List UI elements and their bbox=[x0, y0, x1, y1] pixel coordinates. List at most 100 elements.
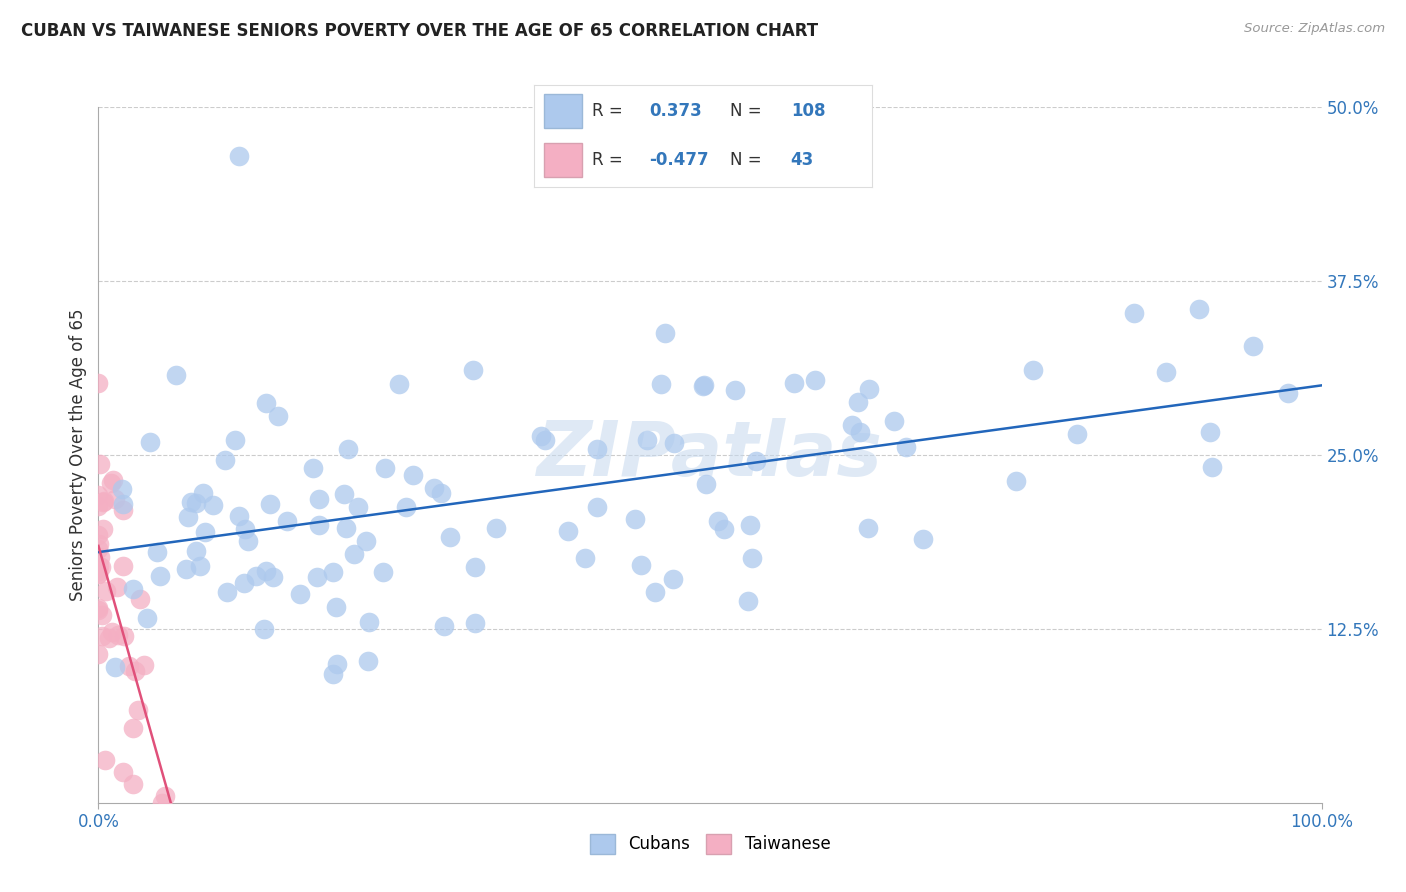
Point bbox=[741, 550, 763, 565]
Point bbox=[740, 518, 762, 533]
Point bbox=[1004, 474, 1026, 488]
Point bbox=[371, 565, 394, 579]
Point bbox=[439, 530, 461, 544]
FancyBboxPatch shape bbox=[544, 94, 582, 128]
Point bbox=[111, 497, 134, 511]
Point bbox=[136, 611, 159, 625]
Point bbox=[1154, 365, 1177, 379]
Point bbox=[150, 796, 173, 810]
Point bbox=[322, 565, 344, 579]
Point bbox=[662, 572, 685, 586]
Point bbox=[354, 533, 377, 548]
Point bbox=[180, 495, 202, 509]
Point bbox=[356, 654, 378, 668]
Point bbox=[288, 587, 311, 601]
Point bbox=[224, 433, 246, 447]
Point bbox=[145, 544, 167, 558]
Point bbox=[423, 481, 446, 495]
Point bbox=[253, 622, 276, 636]
Point bbox=[188, 559, 211, 574]
Point bbox=[804, 373, 827, 387]
Point bbox=[87, 558, 110, 573]
Point bbox=[1122, 306, 1144, 320]
Point bbox=[112, 629, 135, 643]
Point bbox=[259, 497, 281, 511]
Point bbox=[1188, 302, 1211, 317]
Point bbox=[395, 500, 418, 514]
Point bbox=[87, 536, 110, 550]
Point bbox=[174, 562, 197, 576]
Point bbox=[87, 488, 110, 502]
Point bbox=[302, 460, 325, 475]
Point bbox=[245, 569, 267, 583]
Y-axis label: Seniors Poverty Over the Age of 65: Seniors Poverty Over the Age of 65 bbox=[69, 309, 87, 601]
Point bbox=[101, 625, 124, 640]
Point bbox=[530, 428, 553, 442]
Point bbox=[624, 512, 647, 526]
Point bbox=[186, 543, 208, 558]
Point bbox=[464, 559, 486, 574]
Point bbox=[737, 593, 759, 607]
Point bbox=[129, 591, 152, 606]
Point bbox=[692, 379, 714, 393]
Text: R =: R = bbox=[592, 102, 627, 120]
Point bbox=[87, 603, 110, 617]
Point bbox=[89, 549, 111, 564]
Point bbox=[388, 376, 411, 391]
Point bbox=[93, 494, 115, 508]
Point bbox=[149, 569, 172, 583]
Point bbox=[111, 503, 134, 517]
Point bbox=[883, 414, 905, 428]
Point bbox=[308, 517, 330, 532]
Point bbox=[132, 657, 155, 672]
Text: 43: 43 bbox=[790, 151, 814, 169]
Point bbox=[461, 363, 484, 377]
Point bbox=[585, 500, 607, 514]
Point bbox=[104, 660, 127, 674]
Point bbox=[90, 629, 112, 643]
Point bbox=[94, 584, 117, 599]
Point bbox=[841, 417, 863, 432]
Point bbox=[896, 440, 918, 454]
Point bbox=[586, 442, 609, 456]
Point bbox=[191, 485, 214, 500]
Point bbox=[332, 487, 354, 501]
Point bbox=[254, 396, 277, 410]
Point bbox=[103, 473, 125, 487]
Point bbox=[177, 510, 200, 524]
Point bbox=[262, 570, 284, 584]
Point bbox=[534, 433, 557, 447]
Point bbox=[121, 777, 143, 791]
Point bbox=[233, 576, 256, 591]
Text: Source: ZipAtlas.com: Source: ZipAtlas.com bbox=[1244, 22, 1385, 36]
Point bbox=[153, 789, 176, 803]
Point bbox=[87, 601, 110, 615]
Point bbox=[87, 499, 110, 513]
Point bbox=[336, 442, 359, 456]
Text: -0.477: -0.477 bbox=[650, 151, 709, 169]
Point bbox=[276, 514, 298, 528]
Point bbox=[89, 458, 111, 472]
Point bbox=[745, 454, 768, 468]
Point bbox=[433, 619, 456, 633]
Point bbox=[90, 559, 112, 574]
Point bbox=[858, 383, 880, 397]
Point bbox=[335, 521, 357, 535]
Point bbox=[111, 483, 134, 497]
Text: 108: 108 bbox=[790, 102, 825, 120]
Point bbox=[782, 376, 804, 390]
Point bbox=[1022, 363, 1045, 377]
Point bbox=[186, 496, 208, 510]
Point bbox=[105, 580, 128, 594]
Point bbox=[254, 564, 277, 578]
Text: R =: R = bbox=[592, 151, 627, 169]
Point bbox=[644, 584, 666, 599]
Point bbox=[912, 532, 935, 546]
Text: ZIPatlas: ZIPatlas bbox=[537, 418, 883, 491]
Point bbox=[693, 377, 716, 392]
FancyBboxPatch shape bbox=[544, 144, 582, 177]
Point bbox=[87, 541, 110, 556]
Point bbox=[846, 395, 869, 409]
Point bbox=[636, 434, 658, 448]
Point bbox=[94, 754, 117, 768]
